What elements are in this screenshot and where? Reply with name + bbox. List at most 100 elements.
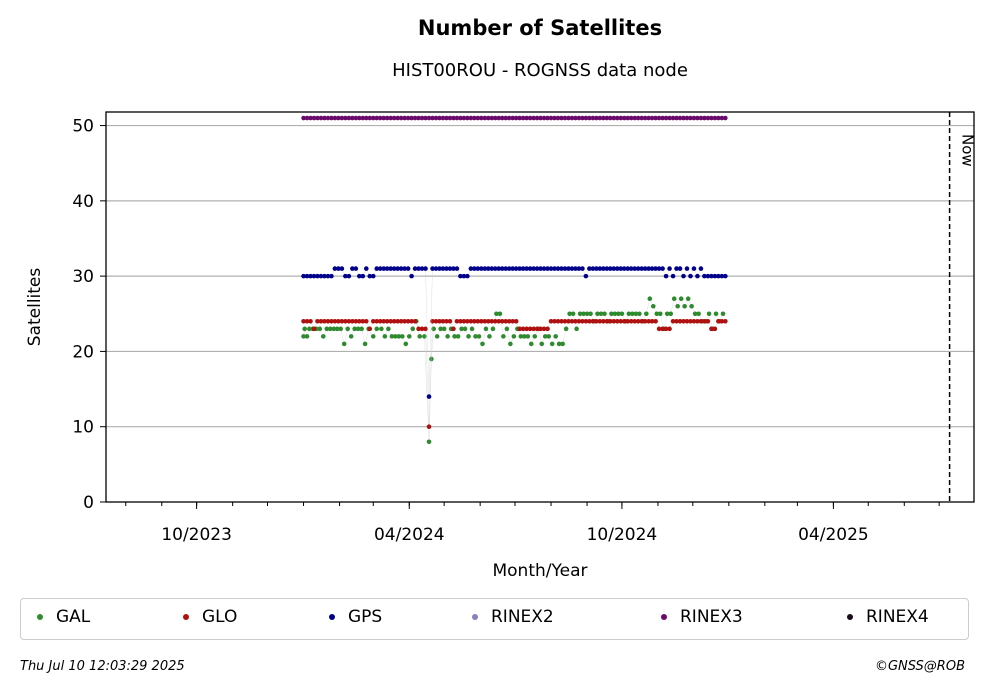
data-point-rinex3: [670, 115, 676, 121]
data-point-gps: [580, 266, 585, 271]
data-point-gal: [518, 334, 524, 339]
data-point-gal: [549, 341, 555, 347]
data-point-glo: [597, 319, 603, 324]
data-point-rinex3: [412, 115, 418, 121]
data-point-glo: [513, 319, 519, 324]
data-point-glo: [545, 326, 550, 332]
data-point-rinex3: [705, 115, 711, 121]
data-point-gps: [667, 266, 672, 271]
data-point-gps: [318, 273, 324, 279]
data-point-rinex3: [538, 115, 543, 121]
data-point-gps: [709, 273, 714, 279]
data-point-gps: [479, 266, 484, 271]
data-point-gal: [525, 334, 531, 339]
data-point-glo: [499, 319, 505, 324]
data-point-glo: [496, 319, 502, 324]
now-marker-label: Now: [959, 134, 977, 167]
data-point-gal: [720, 311, 726, 317]
data-point-gal: [556, 341, 562, 347]
data-point-rinex3: [607, 115, 613, 121]
data-point-gal: [469, 326, 475, 332]
data-point-gps: [499, 266, 505, 271]
data-point-gps: [451, 266, 456, 271]
data-point-gal: [324, 326, 330, 332]
data-point-glo: [712, 326, 718, 332]
data-point-glo: [614, 319, 620, 324]
data-point-glo: [363, 319, 369, 324]
data-point-gps: [573, 266, 578, 271]
data-point-rinex3: [716, 115, 721, 121]
data-point-rinex3: [381, 115, 387, 121]
data-point-gal: [706, 311, 712, 317]
data-point-gal: [302, 326, 307, 332]
data-point-gps: [454, 266, 460, 271]
legend-marker-gps: [329, 614, 335, 620]
y-tick-label: 10: [72, 418, 94, 438]
data-point-rinex3: [649, 115, 655, 121]
data-point-glo: [447, 319, 453, 324]
data-point-gps: [503, 266, 509, 271]
data-point-glo: [691, 319, 697, 324]
data-point-gps: [597, 266, 603, 271]
data-point-rinex3: [580, 115, 585, 121]
data-point-rinex3: [601, 115, 606, 121]
data-point-gps: [322, 273, 327, 279]
data-point-glo: [604, 319, 610, 324]
data-point-gal: [598, 311, 604, 317]
data-point-gal: [487, 334, 492, 339]
data-point-gps: [695, 273, 700, 279]
legend-item-gps: GPS: [329, 607, 382, 627]
data-point-gps: [656, 266, 662, 271]
data-point-rinex3: [384, 115, 390, 121]
data-point-gps: [705, 273, 711, 279]
data-point-gps: [360, 273, 366, 279]
data-point-gal: [341, 341, 347, 347]
data-point-gal: [637, 311, 642, 317]
data-point-gps: [430, 266, 435, 271]
data-point-gal: [626, 311, 632, 317]
x-tick-label: 10/2024: [587, 525, 658, 545]
data-point-gal: [406, 334, 412, 339]
legend-marker-rinex2: [472, 614, 478, 620]
data-point-rinex3: [388, 115, 393, 121]
data-point-gal: [359, 326, 364, 332]
data-point-gal: [382, 334, 388, 339]
data-point-glo: [506, 319, 512, 324]
data-point-gal: [668, 311, 674, 317]
data-point-rinex3: [482, 115, 488, 121]
data-point-rinex3: [684, 115, 690, 121]
data-point-gps: [698, 266, 704, 271]
data-point-glo: [642, 319, 648, 324]
data-point-rinex3: [611, 115, 617, 121]
data-point-glo: [583, 319, 589, 324]
y-tick-label: 40: [72, 192, 94, 212]
data-point-glo: [461, 319, 467, 324]
data-point-rinex3: [513, 115, 519, 121]
data-point-glo: [541, 326, 547, 332]
data-point-rinex3: [653, 115, 658, 121]
data-point-gal: [696, 311, 701, 317]
data-point-glo: [646, 319, 651, 324]
data-point-rinex3: [621, 115, 627, 121]
data-point-rinex3: [552, 115, 557, 121]
data-point-gal: [452, 334, 457, 339]
data-point-glo: [409, 319, 414, 324]
data-point-gal: [438, 326, 443, 332]
data-point-rinex3: [308, 115, 313, 121]
data-point-gps: [517, 266, 522, 271]
data-point-gal: [713, 311, 719, 317]
data-point-rinex3: [426, 115, 432, 121]
data-point-gal: [692, 311, 698, 317]
data-point-rinex3: [618, 115, 624, 121]
data-point-rinex3: [695, 115, 700, 121]
data-point-glo: [601, 319, 606, 324]
data-point-gps: [433, 266, 439, 271]
data-point-rinex3: [545, 115, 550, 121]
data-point-gps: [625, 266, 631, 271]
data-point-gps: [482, 266, 488, 271]
data-point-gps: [465, 273, 470, 279]
data-point-gps: [646, 266, 651, 271]
data-point-gal: [476, 334, 482, 339]
data-point-gal: [426, 439, 432, 445]
data-point-glo: [677, 319, 683, 324]
